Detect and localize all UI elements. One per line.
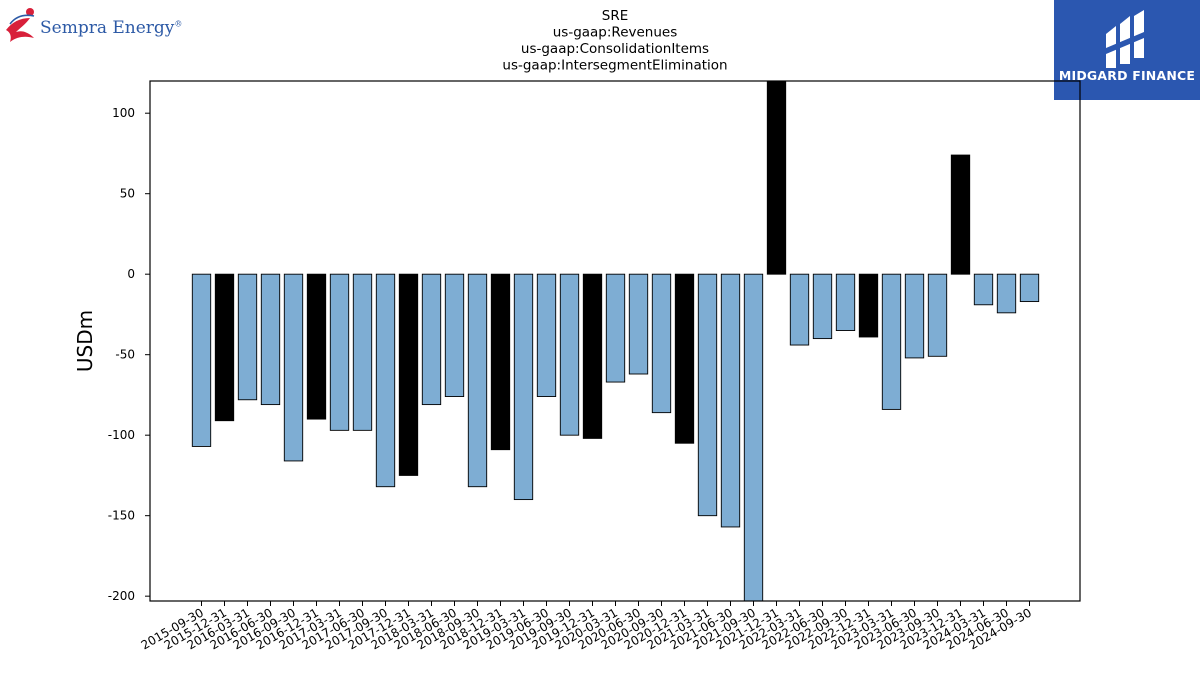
bar-2021-03-31 [697, 273, 718, 517]
midgard-emblem-icon [1106, 10, 1144, 68]
chart-title-line: us-gaap:IntersegmentElimination [502, 58, 727, 74]
y-tick-label: 0 [127, 267, 135, 281]
bar-2018-06-30 [444, 273, 465, 397]
bar-2017-03-31 [329, 273, 350, 431]
bar-2022-03-31 [789, 273, 810, 346]
y-tick-label: -100 [108, 428, 135, 442]
bar-2022-09-30 [835, 273, 856, 331]
bar-2020-09-30 [651, 273, 672, 414]
bar-2023-03-31 [881, 273, 902, 410]
midgard-wordmark: MIDGARD FINANCE [1058, 68, 1196, 83]
chart-title-line: SRE [602, 8, 628, 24]
bar-2020-03-31 [605, 273, 626, 383]
bar-2021-12-31 [766, 80, 787, 275]
bar-2019-12-31 [582, 273, 603, 439]
bar-series [191, 80, 1040, 602]
bar-2016-06-30 [260, 273, 281, 406]
bar-2019-09-30 [559, 273, 580, 436]
bar-2019-03-31 [513, 273, 534, 501]
bar-2023-12-31 [950, 154, 971, 275]
bar-2021-09-30 [743, 273, 764, 602]
bar-2022-12-31 [858, 273, 879, 338]
bar-2021-06-30 [720, 273, 741, 528]
sempra-flame-icon [6, 8, 35, 42]
y-tick-label: 50 [120, 187, 135, 201]
bar-2019-06-30 [536, 273, 557, 397]
bar-2020-06-30 [628, 273, 649, 375]
bar-2016-09-30 [283, 273, 304, 462]
chart-title-line: us-gaap:ConsolidationItems [521, 41, 709, 57]
bar-2016-03-31 [237, 273, 258, 401]
bar-2020-12-31 [674, 273, 695, 444]
chart-title: SREus-gaap:Revenuesus-gaap:Consolidation… [502, 8, 727, 74]
sempra-wordmark: Sempra Energy® [40, 18, 183, 38]
bar-2023-09-30 [927, 273, 948, 357]
y-tick-label: 100 [112, 106, 135, 120]
bar-2017-12-31 [398, 273, 419, 476]
bar-2018-03-31 [421, 273, 442, 406]
bar-2015-12-31 [214, 273, 235, 422]
y-tick-label: -50 [115, 348, 135, 362]
bar-2015-09-30 [191, 273, 212, 447]
bar-2018-09-30 [467, 273, 488, 488]
midgard-finance-logo: MIDGARD FINANCE [1054, 0, 1200, 100]
x-axis: 2015-09-302015-12-312016-03-312016-06-30… [139, 601, 1034, 652]
y-axis: 100 50 0 -50 -100 -150 -200 [108, 106, 150, 603]
bar-2024-03-31 [973, 273, 994, 306]
bar-2023-06-30 [904, 273, 925, 359]
bar-2022-06-30 [812, 273, 833, 340]
bar-2018-12-31 [490, 273, 511, 451]
bar-2024-06-30 [996, 273, 1017, 314]
bar-2017-09-30 [375, 273, 396, 488]
y-tick-label: -200 [108, 589, 135, 603]
chart-title-line: us-gaap:Revenues [553, 25, 678, 41]
bar-2017-06-30 [352, 273, 373, 431]
y-axis-label: USDm [73, 310, 97, 372]
sempra-energy-logo: Sempra Energy® [4, 4, 182, 46]
bar-2016-12-31 [306, 273, 327, 420]
bar-2024-09-30 [1019, 273, 1040, 303]
y-tick-label: -150 [108, 509, 135, 523]
